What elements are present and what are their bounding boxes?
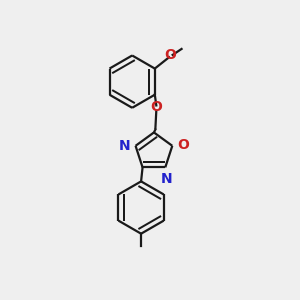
Text: O: O — [177, 138, 189, 152]
Text: O: O — [150, 100, 162, 114]
Text: O: O — [164, 48, 176, 62]
Text: N: N — [161, 172, 172, 186]
Text: N: N — [119, 139, 131, 153]
